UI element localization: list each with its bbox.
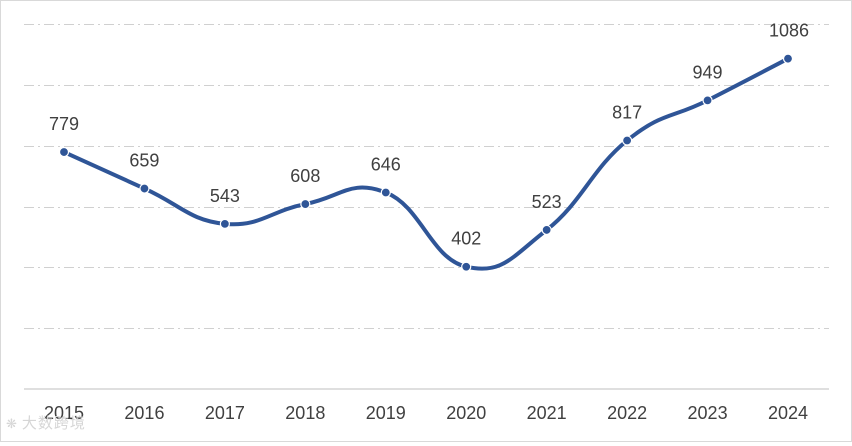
grid-lines [24, 24, 829, 329]
logo-icon: ❋ [6, 416, 18, 431]
data-point-2016 [139, 183, 150, 194]
data-label-2018: 608 [290, 166, 320, 186]
data-label-2023: 949 [693, 62, 723, 82]
x-tick-labels: 2015 2016 2017 2018 2019 2020 2021 2022 2023 2024 [44, 403, 808, 423]
series-line [62, 56, 790, 271]
data-label-2016: 659 [129, 151, 159, 171]
data-point-2022 [622, 135, 633, 146]
x-tick-label-2022: 2022 [607, 403, 647, 423]
data-point-2017 [219, 218, 230, 229]
x-tick-label-2021: 2021 [527, 403, 567, 423]
data-point-2019 [380, 187, 391, 198]
data-point-2015 [58, 146, 70, 158]
data-point-2018 [300, 198, 311, 210]
x-tick-label-2018: 2018 [285, 403, 325, 423]
data-label-2017: 543 [210, 186, 240, 206]
data-point-2024 [782, 53, 794, 64]
data-label-2019: 646 [371, 155, 401, 175]
x-tick-label-2023: 2023 [688, 403, 728, 423]
x-tick-label-2017: 2017 [205, 403, 245, 423]
watermark: ❋ 大数跨境 [6, 412, 86, 433]
x-tick-label-2024: 2024 [768, 403, 808, 423]
x-tick-label-2016: 2016 [124, 403, 164, 423]
data-label-2024: 1086 [769, 21, 809, 41]
data-point-2023 [702, 95, 713, 106]
data-label-2015: 779 [49, 114, 79, 134]
series-layer [62, 56, 790, 271]
data-point-2021 [541, 224, 552, 236]
x-tick-label-2020: 2020 [446, 403, 486, 423]
data-label-2022: 817 [612, 102, 642, 122]
data-label-2020: 402 [451, 229, 481, 249]
data-labels: 779 659 543 608 646 402 523 817 949 1086 [49, 21, 809, 249]
x-tick-label-2015: 2015 [44, 403, 84, 423]
x-tick-label-2019: 2019 [366, 403, 406, 423]
watermark-text: 大数跨境 [21, 415, 86, 432]
data-label-2021: 523 [532, 192, 562, 212]
data-point-2020 [461, 261, 472, 272]
points-layer [58, 53, 794, 272]
